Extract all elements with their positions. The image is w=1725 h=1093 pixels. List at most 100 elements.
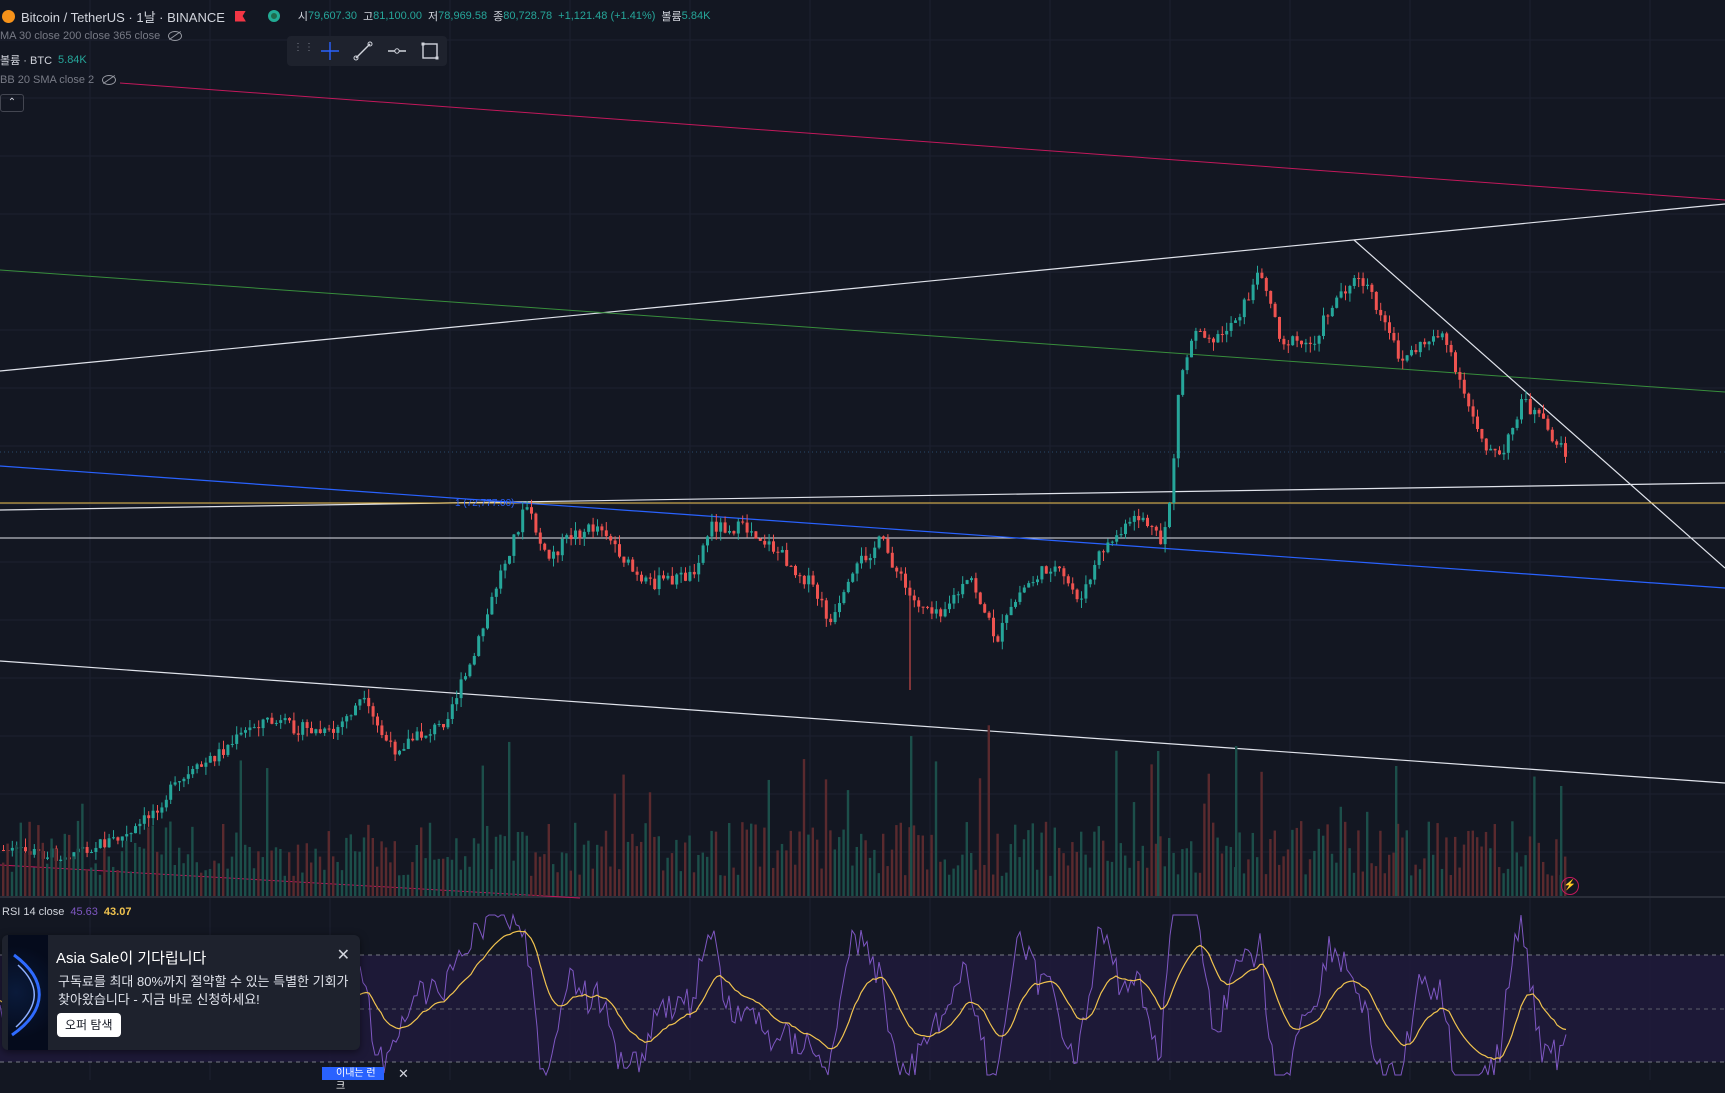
candle-body — [776, 551, 780, 553]
candle-body — [1414, 350, 1418, 353]
candle-body — [956, 594, 960, 596]
candle-body — [1238, 317, 1242, 321]
candle-body — [780, 549, 784, 553]
candle-body — [494, 588, 498, 597]
candle-body — [336, 727, 340, 733]
drag-handle-icon[interactable]: ⋮⋮ — [293, 42, 315, 53]
candle-body — [618, 544, 621, 557]
candle-body — [464, 676, 467, 680]
rsi-legend[interactable]: RSI 14 close 45.63 43.07 — [2, 906, 131, 918]
volume-bar — [112, 866, 115, 896]
symbol-title[interactable]: Bitcoin / TetherUS · 1날 · BINANCE — [21, 9, 225, 25]
candle-body — [59, 859, 63, 861]
candle-body — [235, 734, 239, 744]
crosshair-tool[interactable] — [313, 36, 347, 66]
candle-body — [974, 578, 978, 593]
collapse-indicators-button[interactable]: ⌃ — [0, 94, 24, 112]
explore-offer-button[interactable]: 오퍼 탐색 — [57, 1013, 121, 1037]
close-icon[interactable]: ✕ — [336, 947, 350, 964]
ma-indicator[interactable]: MA 30 close 200 close 365 close — [0, 30, 183, 42]
volume-bar — [107, 856, 110, 896]
candle-body — [398, 750, 401, 755]
volume-bar — [164, 827, 168, 896]
volume-indicator[interactable]: 볼륨 · BTC 5.84K — [0, 52, 87, 68]
volume-bar — [719, 875, 722, 896]
volume-bar — [81, 803, 84, 896]
volume-bar — [98, 874, 102, 896]
volume-bar — [1374, 866, 1378, 896]
trend-line-tool[interactable] — [347, 36, 381, 66]
candle-body — [1163, 527, 1167, 545]
volume-bar — [1150, 764, 1153, 896]
volume-bar — [235, 832, 238, 896]
candle-body — [1278, 316, 1281, 339]
hidden-eye-icon[interactable] — [102, 75, 117, 85]
bb-indicator[interactable]: BB 20 SMA close 2 — [0, 74, 117, 86]
candle-body — [692, 571, 696, 575]
volume-bar — [424, 858, 427, 896]
candle-body — [560, 538, 564, 556]
volume-bar — [217, 863, 220, 896]
volume-bar — [556, 872, 559, 896]
volume-bar — [741, 822, 744, 896]
lightning-icon[interactable]: ⚡ — [1561, 877, 1579, 895]
candle-body — [1040, 566, 1044, 580]
candle-body — [569, 535, 573, 540]
volume-bar — [1361, 871, 1364, 896]
candle-body — [772, 541, 775, 552]
volume-bar — [895, 825, 898, 896]
close-ad-icon[interactable]: ✕ — [398, 1066, 409, 1081]
candle-body — [142, 815, 146, 824]
volume-bar — [1392, 852, 1395, 896]
volume-bar — [1560, 786, 1563, 896]
horizontal-line-icon — [387, 48, 406, 54]
volume-bar — [200, 872, 203, 896]
candle-body — [274, 722, 278, 724]
volume-bar — [1515, 852, 1518, 896]
candle-body — [604, 530, 608, 537]
candle-body — [98, 839, 102, 848]
volume-bar — [371, 838, 374, 896]
candle-body — [94, 847, 98, 852]
volume-bar — [1251, 832, 1254, 896]
volume-bar — [1137, 860, 1140, 896]
volume-bar — [1423, 858, 1426, 896]
volume-bar — [442, 858, 445, 896]
horizontal-ray-tool[interactable] — [380, 36, 414, 66]
volume-bar — [239, 760, 242, 896]
volume-bar — [1498, 867, 1501, 896]
candle-body — [556, 551, 560, 556]
flag-icon[interactable] — [234, 10, 246, 22]
candle-body — [120, 836, 124, 841]
candle-body — [750, 531, 753, 533]
bottom-ad-banner[interactable]: 이내는 런크 — [322, 1067, 384, 1092]
candle-body — [1185, 357, 1189, 371]
candle-body — [983, 604, 987, 613]
volume-bar — [829, 830, 832, 896]
volume-bar — [948, 874, 951, 896]
volume-bar — [1242, 873, 1246, 896]
rectangle-tool[interactable] — [414, 36, 448, 66]
candle-body — [10, 847, 14, 851]
market-status-icon[interactable] — [267, 10, 280, 22]
volume-bar — [618, 869, 621, 896]
candle-body — [1058, 566, 1061, 569]
candle-body — [332, 728, 335, 733]
candle-body — [525, 507, 529, 510]
candle-body — [934, 609, 938, 614]
volume-bar — [596, 844, 599, 896]
candle-body — [670, 575, 674, 585]
volume-bar — [1454, 836, 1457, 896]
volume-bar — [1115, 750, 1118, 896]
candle-body — [490, 596, 494, 615]
volume-bar — [398, 875, 401, 896]
candle-body — [1093, 564, 1097, 580]
candle-body — [1317, 335, 1321, 344]
hidden-eye-icon[interactable] — [168, 31, 183, 41]
trend-line — [0, 269, 1725, 393]
candle-body — [1432, 336, 1435, 342]
volume-bar — [824, 779, 828, 896]
trend-line — [119, 82, 1725, 201]
candle-body — [208, 755, 212, 763]
